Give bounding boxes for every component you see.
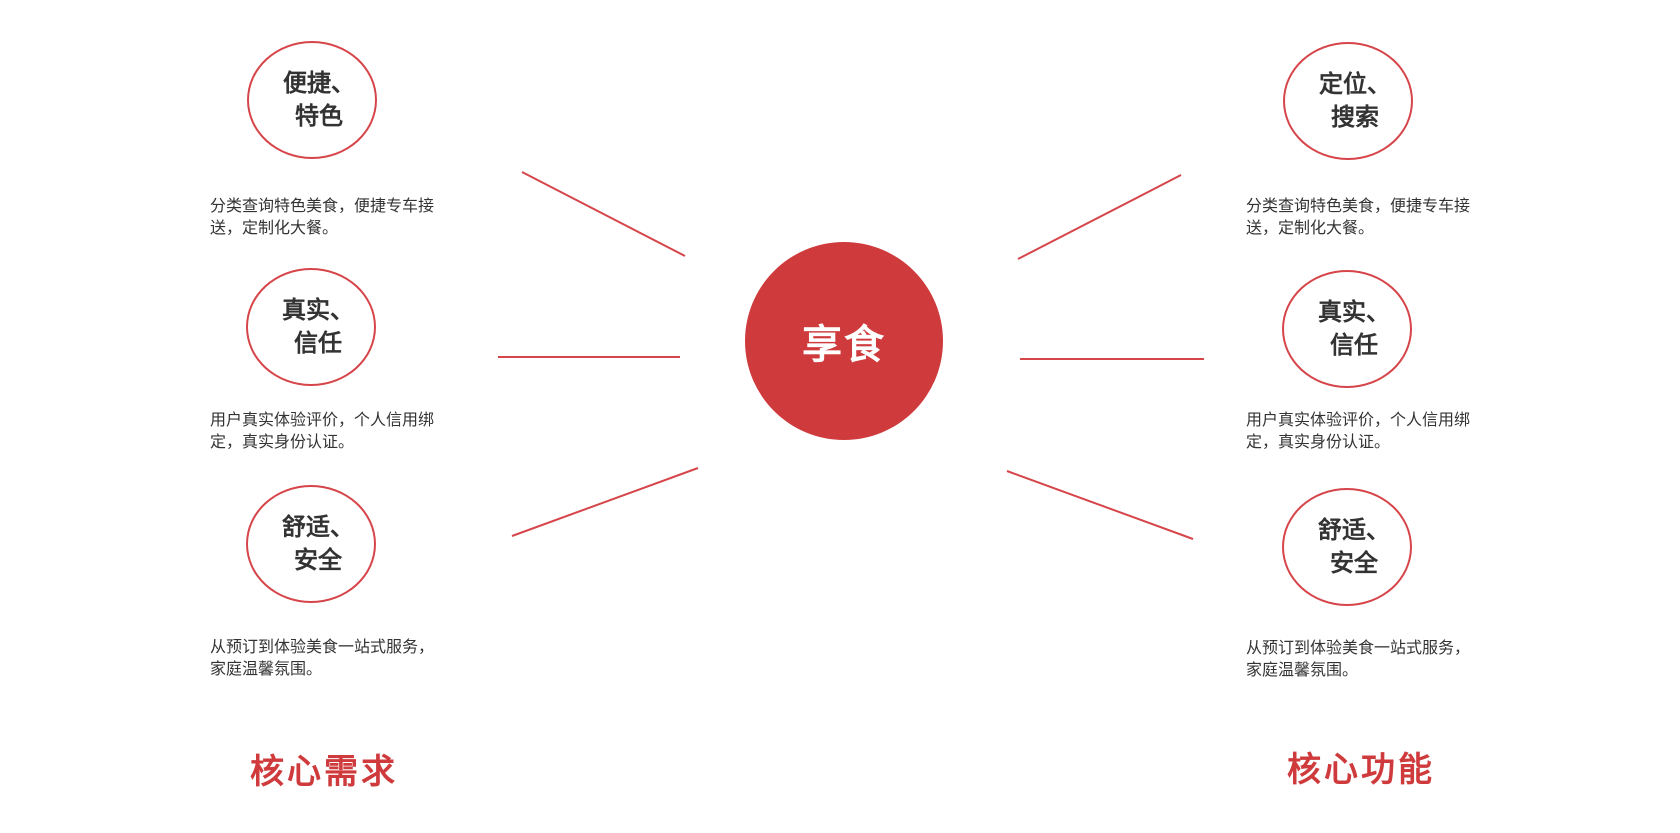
right-node-comfort: 舒适、 安全 xyxy=(1282,488,1412,606)
right-desc-trust: 用户真实体验评价，个人信用绑定，真实身份认证。 xyxy=(1246,410,1471,451)
left-desc-trust: 用户真实体验评价，个人信用绑定，真实身份认证。 xyxy=(210,410,435,451)
node-label-line2: 信任 xyxy=(294,329,342,357)
center-node: 享食 xyxy=(745,242,943,440)
node-label-line2: 安全 xyxy=(294,546,342,574)
center-label: 享食 xyxy=(802,322,886,368)
node-label-line1: 舒适、 xyxy=(1318,516,1390,544)
connector-left-top xyxy=(521,171,686,257)
left-node-comfort: 舒适、 安全 xyxy=(246,485,376,603)
connector-left-bottom xyxy=(511,467,699,537)
left-node-convenience: 便捷、 特色 xyxy=(247,41,377,159)
right-node-trust: 真实、 信任 xyxy=(1282,270,1412,388)
left-section-title: 核心需求 xyxy=(250,752,398,792)
connector-right-top xyxy=(1017,174,1182,260)
left-desc-comfort: 从预订到体验美食一站式服务，家庭温馨氛围。 xyxy=(210,637,435,678)
node-label-line1: 真实、 xyxy=(1318,298,1390,326)
node-label-line2: 信任 xyxy=(1330,331,1378,359)
node-label-line1: 定位、 xyxy=(1319,70,1391,98)
right-desc-comfort: 从预订到体验美食一站式服务，家庭温馨氛围。 xyxy=(1246,638,1471,679)
node-label-line1: 真实、 xyxy=(282,296,354,324)
right-section-title: 核心功能 xyxy=(1287,750,1435,790)
connector-right-bottom xyxy=(1006,470,1194,540)
left-desc-convenience: 分类查询特色美食，便捷专车接送，定制化大餐。 xyxy=(210,196,435,237)
node-label-line1: 舒适、 xyxy=(282,513,354,541)
node-label-line2: 安全 xyxy=(1330,549,1378,577)
node-label-line1: 便捷、 xyxy=(283,69,355,97)
node-label-line2: 特色 xyxy=(295,102,343,130)
right-node-location: 定位、 搜索 xyxy=(1283,42,1413,160)
right-desc-location: 分类查询特色美食，便捷专车接送，定制化大餐。 xyxy=(1246,196,1471,237)
node-label-line2: 搜索 xyxy=(1331,103,1379,131)
left-node-trust: 真实、 信任 xyxy=(246,268,376,386)
